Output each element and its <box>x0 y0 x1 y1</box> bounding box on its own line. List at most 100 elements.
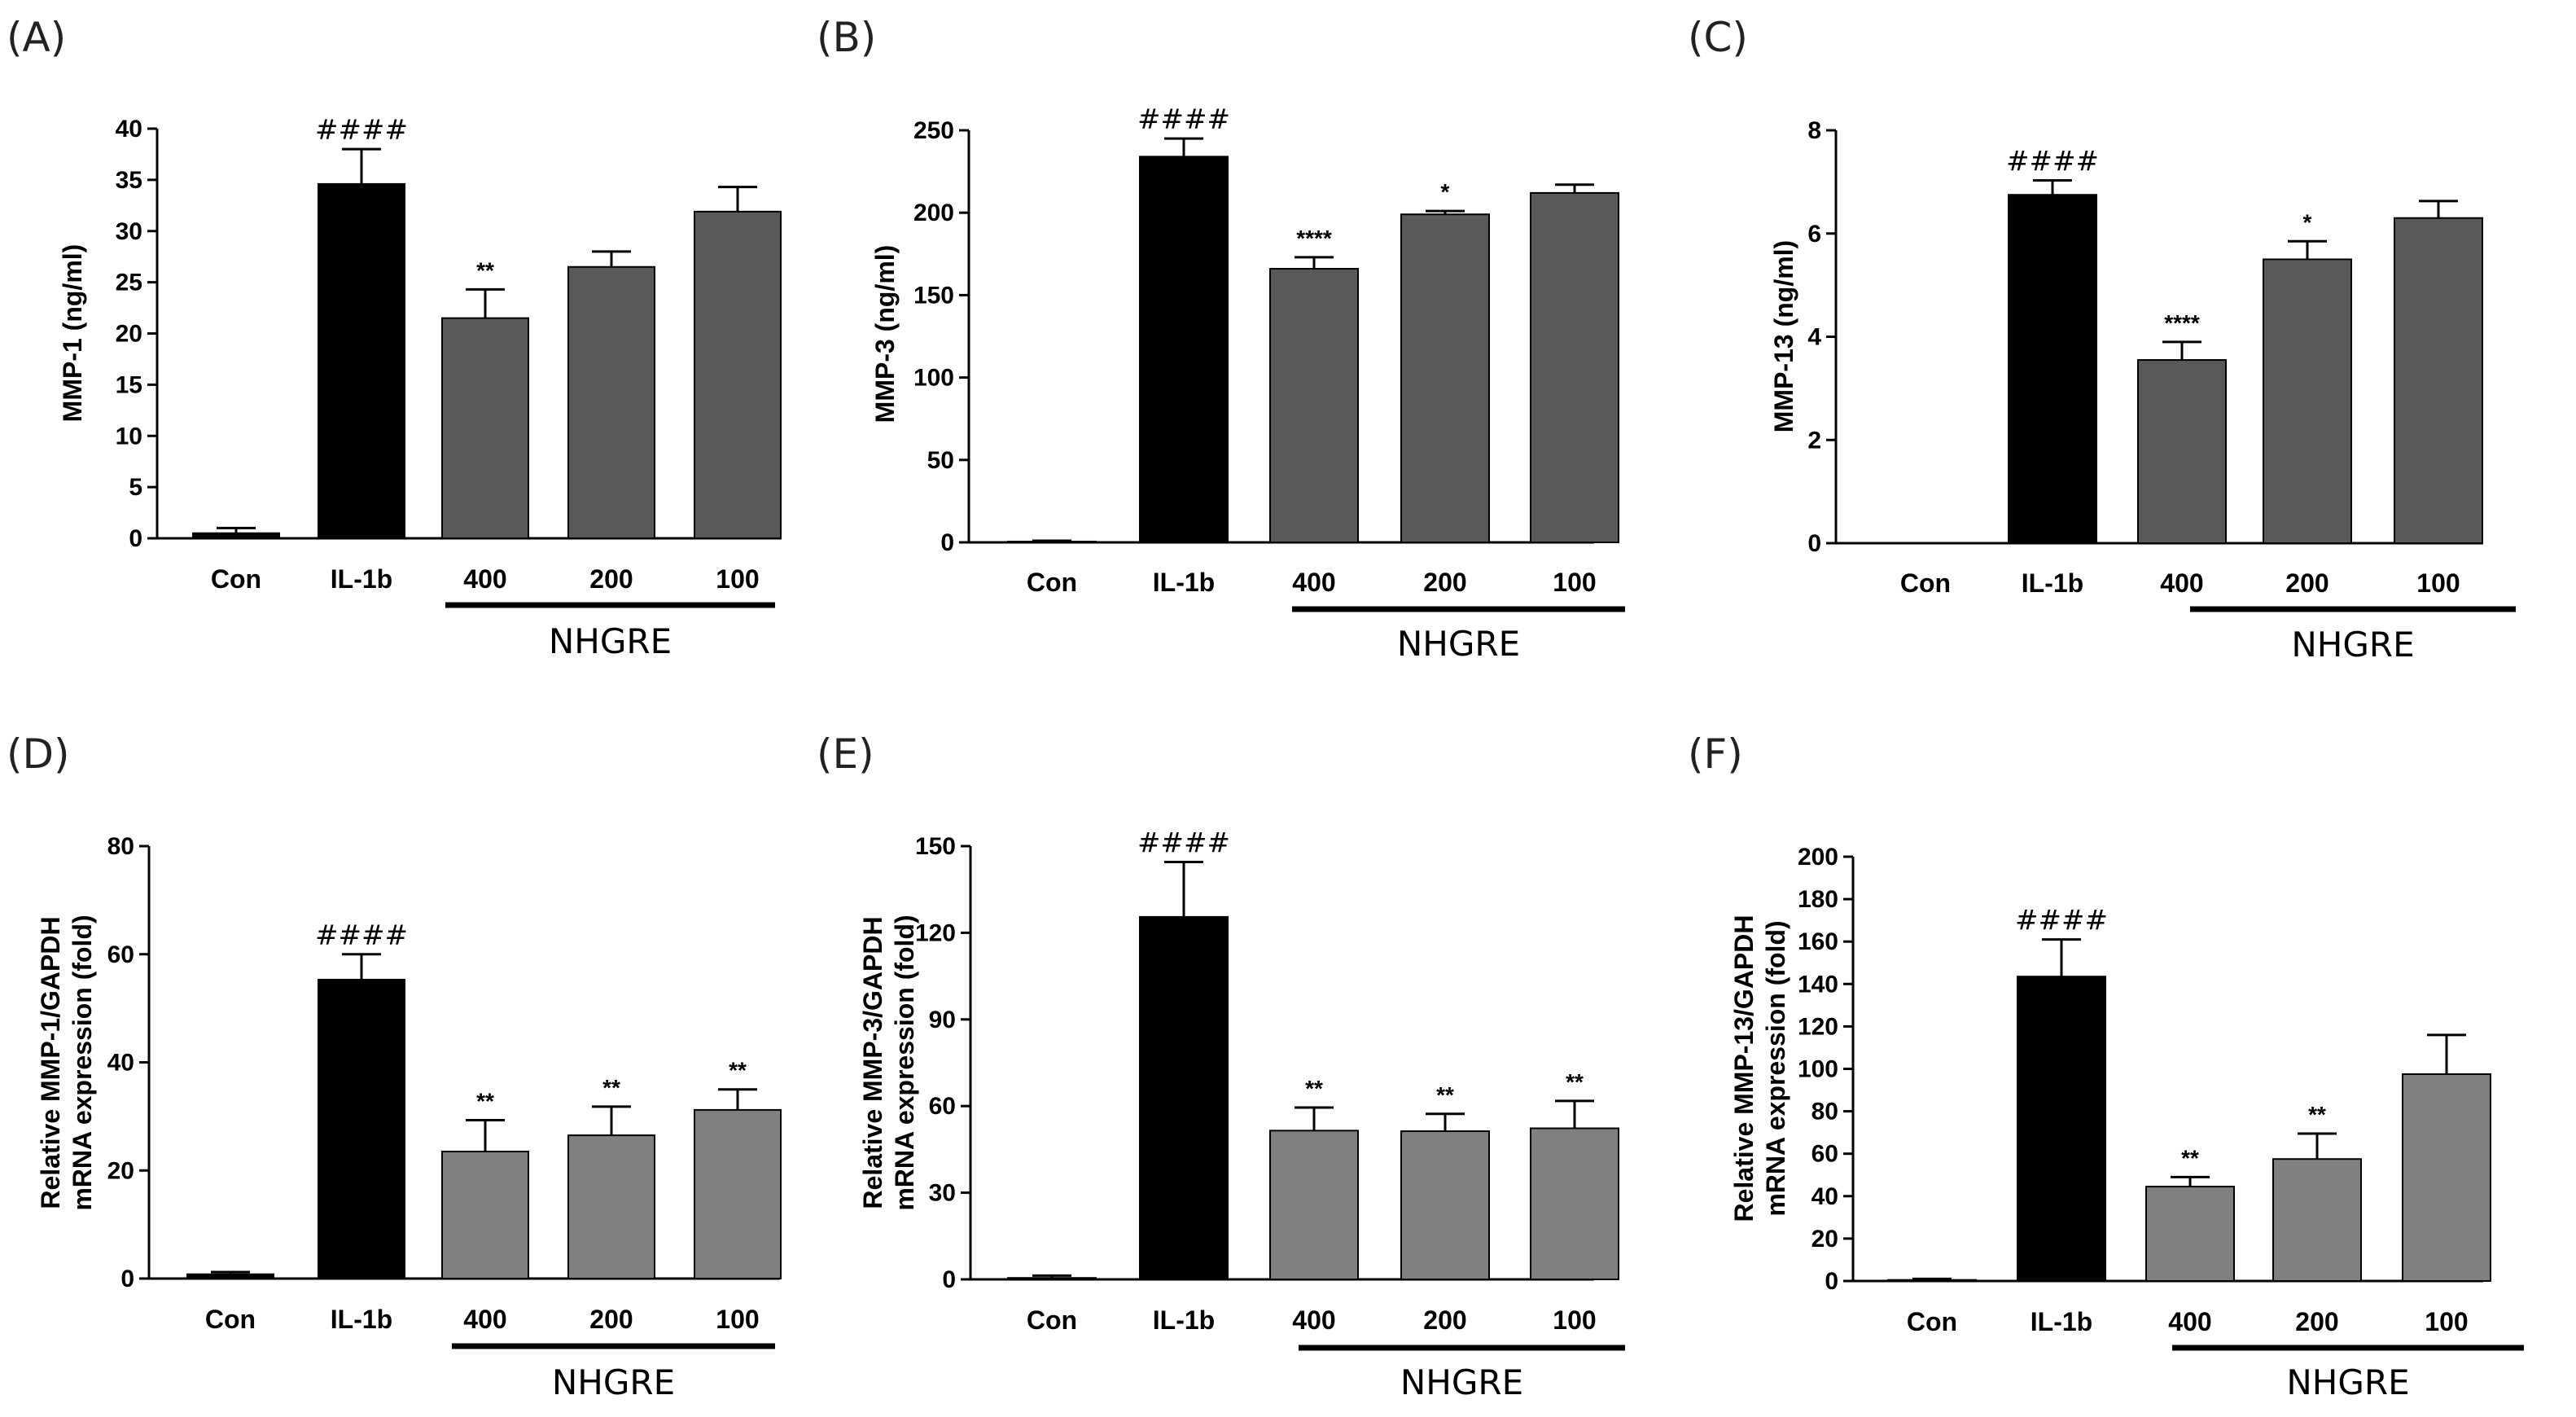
significance-annotation: ** <box>476 257 494 283</box>
hash-annotation: #### <box>2006 145 2099 178</box>
significance-annotation: ** <box>1566 1069 1584 1095</box>
bar-Con <box>186 1273 274 1279</box>
y-tick-label: 4 <box>1807 324 1821 351</box>
y-tick-label: 200 <box>913 200 954 226</box>
significance-annotation: ** <box>2308 1102 2326 1127</box>
significance-annotation: **** <box>1296 226 1332 251</box>
bar-100 <box>2402 1073 2491 1282</box>
significance-annotation: ** <box>2181 1145 2199 1170</box>
chart-panel-5: (E) Relative MMP-3/GAPDH mRNA expression (… <box>817 730 1625 1402</box>
y-tick-label: 25 <box>116 270 142 296</box>
bar-Con <box>1887 1279 1977 1283</box>
group-label: NHGRE <box>2286 1362 2409 1402</box>
y-tick-label: 20 <box>116 321 142 348</box>
bar-IL-1b <box>1139 156 1229 543</box>
hash-annotation: #### <box>315 919 408 952</box>
y-tick-label: 8 <box>1807 117 1821 144</box>
bar-100 <box>1530 191 1619 544</box>
y-tick-label: 120 <box>1798 1013 1838 1040</box>
y-tick-label: 20 <box>107 1157 134 1184</box>
y-tick-label: 50 <box>927 447 954 474</box>
y-tick-label: 40 <box>116 116 142 143</box>
y-tick-label: 35 <box>116 167 142 194</box>
x-category-label: 100 <box>716 564 759 594</box>
y-tick-label: 160 <box>1798 928 1838 955</box>
bar-400 <box>441 317 529 539</box>
significance-annotation: * <box>1441 179 1450 204</box>
y-tick-label: 80 <box>1812 1099 1838 1125</box>
x-category-label: 100 <box>2425 1307 2468 1336</box>
panel-label: (F) <box>1688 730 1743 778</box>
y-tick-label: 60 <box>929 1093 956 1120</box>
y-tick-label: 0 <box>940 529 954 556</box>
y-axis-title: MMP-3 (ng/ml) <box>870 245 900 423</box>
bar-IL-1b <box>318 978 405 1280</box>
chart-panel-4: (D) Relative MMP-1/GAPDH mRNA expression (… <box>7 730 782 1402</box>
bar-IL-1b <box>1139 915 1229 1280</box>
x-category-label: 200 <box>589 1305 633 1334</box>
bar-100 <box>694 210 782 539</box>
significance-annotation: ** <box>476 1089 494 1114</box>
y-tick-label: 80 <box>107 833 134 860</box>
x-category-label: IL-1b <box>1153 1305 1215 1335</box>
y-tick-label: 90 <box>929 1007 956 1033</box>
bar-400 <box>2145 1186 2235 1283</box>
bar-200 <box>567 1134 655 1279</box>
bar-200 <box>1400 213 1490 543</box>
bar-200 <box>567 265 655 539</box>
y-tick-label: 180 <box>1798 886 1838 913</box>
y-tick-label: 30 <box>929 1180 956 1207</box>
significance-annotation: ** <box>1436 1082 1454 1108</box>
y-tick-label: 100 <box>913 365 954 392</box>
x-category-label: 200 <box>2285 568 2328 598</box>
x-category-label: 400 <box>2168 1307 2211 1336</box>
x-category-label: 200 <box>1423 1305 1466 1335</box>
bar-Con <box>1007 1277 1097 1281</box>
y-tick-label: 0 <box>120 1266 134 1292</box>
bar-100 <box>694 1108 782 1280</box>
bar-100 <box>1530 1127 1619 1280</box>
y-tick-label: 40 <box>107 1050 134 1077</box>
x-category-label: 200 <box>2295 1307 2338 1336</box>
y-axis-title: MMP-13 (ng/ml) <box>1769 240 1798 432</box>
bar-200 <box>2272 1158 2362 1283</box>
hash-annotation: #### <box>2015 905 2108 937</box>
y-tick-label: 120 <box>915 919 956 946</box>
significance-annotation: **** <box>2164 310 2200 336</box>
chart-panel-1: (A) MMP-1 (ng/ml) 0 5 10 15 20 25 30 35 40 Con #### I… <box>7 14 782 661</box>
panel-label: (A) <box>7 14 66 61</box>
x-category-label: 400 <box>463 1305 506 1334</box>
y-axis-title-line-1: Relative MMP-13/GAPDH <box>1729 915 1759 1222</box>
y-tick-label: 15 <box>116 371 142 398</box>
y-tick-label: 20 <box>1812 1226 1838 1252</box>
bar-200 <box>1400 1130 1490 1281</box>
x-category-label: IL-1b <box>331 564 392 594</box>
x-category-label: Con <box>1027 1305 1077 1335</box>
significance-annotation: ** <box>1305 1076 1323 1101</box>
y-axis-title-line-1: Relative MMP-1/GAPDH <box>36 916 65 1209</box>
group-label: NHGRE <box>1397 624 1520 664</box>
x-category-label: Con <box>211 564 261 594</box>
bar-200 <box>2263 258 2352 544</box>
y-axis-title: MMP-1 (ng/ml) <box>58 244 87 423</box>
y-axis-title-line-2: mRNA expression (fold) <box>68 915 97 1210</box>
hash-annotation: #### <box>315 114 408 147</box>
y-tick-label: 10 <box>116 423 142 450</box>
y-tick-label: 30 <box>116 218 142 245</box>
y-axis-title-line-1: Relative MMP-3/GAPDH <box>858 916 887 1209</box>
chart-panel-2: (B) MMP-3 (ng/ml) 0 50 100 150 200 250 Con #### IL… <box>817 14 1625 664</box>
x-category-label: IL-1b <box>331 1305 392 1334</box>
x-category-label: 400 <box>2160 568 2203 598</box>
x-category-label: 400 <box>463 564 506 594</box>
bar-Con <box>192 532 280 540</box>
y-tick-label: 100 <box>1798 1056 1838 1083</box>
x-category-label: 100 <box>2416 568 2460 598</box>
y-tick-label: 60 <box>1812 1141 1838 1168</box>
y-tick-label: 0 <box>942 1266 956 1293</box>
x-category-label: 100 <box>1553 568 1596 597</box>
panel-label: (B) <box>817 14 876 61</box>
panel-label: (C) <box>1688 14 1748 61</box>
x-category-label: Con <box>205 1305 256 1334</box>
y-axis-title-line-2: mRNA expression (fold) <box>890 915 919 1210</box>
